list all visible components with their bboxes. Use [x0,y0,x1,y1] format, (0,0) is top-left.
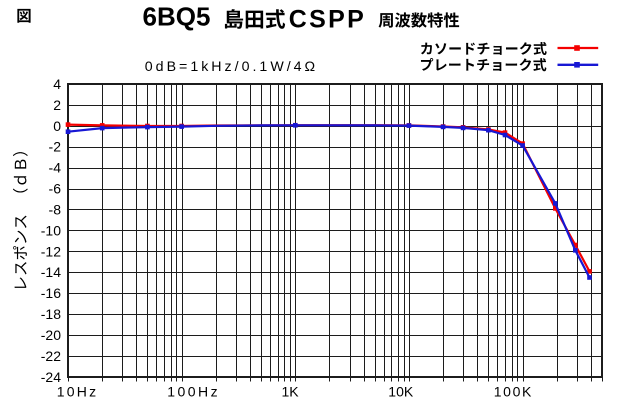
svg-text:100Hz: 100Hz [167,384,220,400]
svg-text:CSPP: CSPP [289,6,366,34]
svg-text:2: 2 [53,97,61,113]
svg-text:-20: -20 [41,327,61,343]
svg-text:-2: -2 [49,139,62,155]
svg-text:10K: 10K [388,384,414,400]
svg-text:-4: -4 [49,160,62,176]
svg-text:6BQ5: 6BQ5 [143,1,211,31]
svg-text:0: 0 [53,118,61,134]
svg-text:10Hz: 10Hz [57,384,98,400]
svg-text:-8: -8 [49,202,62,218]
svg-text:1K: 1K [282,384,300,400]
svg-text:-18: -18 [41,306,61,322]
svg-text:0dB=1kHz/0.1W/4Ω: 0dB=1kHz/0.1W/4Ω [145,59,318,75]
svg-text:-12: -12 [41,243,61,259]
svg-text:-16: -16 [41,285,61,301]
svg-text:-24: -24 [41,369,61,385]
svg-text:100K: 100K [494,384,533,400]
svg-text:4: 4 [53,76,61,92]
svg-text:-14: -14 [41,264,61,280]
svg-text:-22: -22 [41,348,61,364]
svg-text:-10: -10 [41,222,61,238]
svg-text:-6: -6 [49,181,62,197]
